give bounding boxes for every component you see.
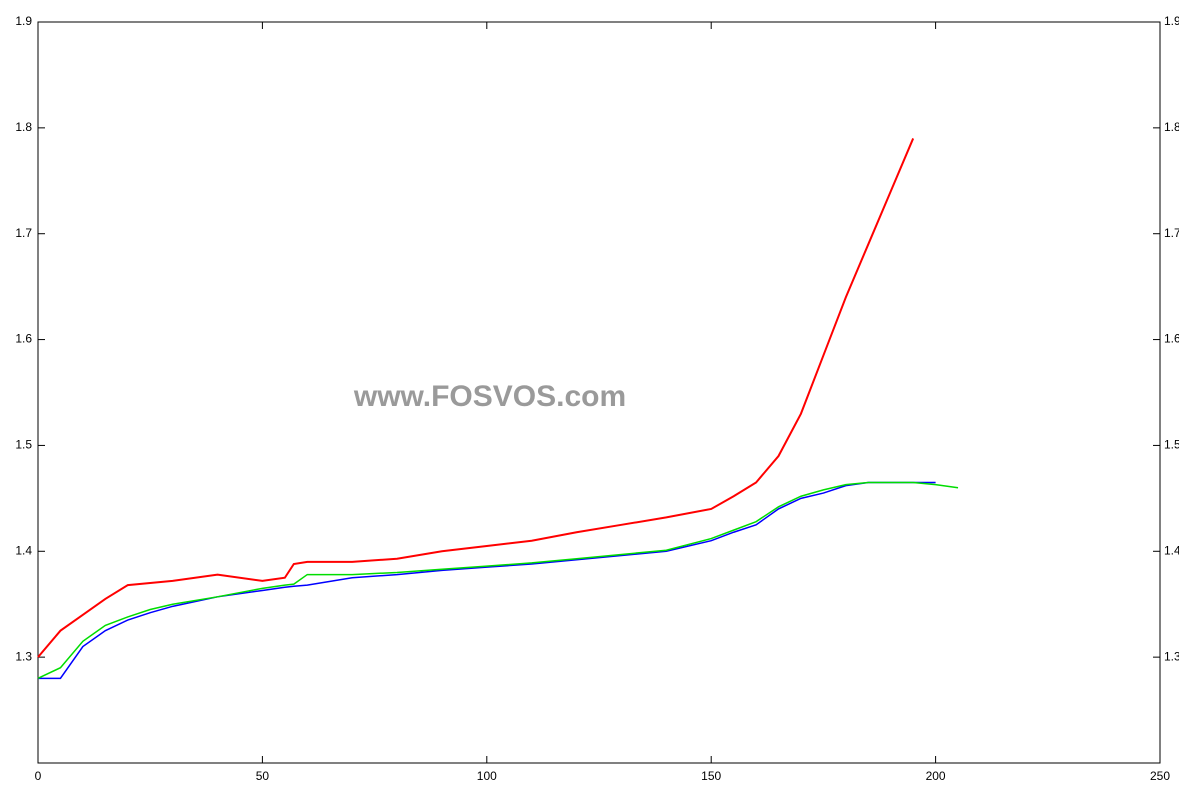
y-tick-label: 1.8 [1164,120,1179,134]
x-tick-label: 200 [926,769,946,783]
x-tick-label: 250 [1150,769,1170,783]
y-tick-label: 1.6 [15,332,32,346]
x-tick-label: 150 [701,769,721,783]
y-tick-label: 1.5 [1164,438,1179,452]
y-tick-label: 1.3 [15,649,32,663]
y-tick-label: 1.9 [15,14,32,28]
x-tick-label: 0 [35,769,42,783]
x-tick-label: 50 [256,769,270,783]
y-tick-label: 1.3 [1164,649,1179,663]
y-tick-label: 1.4 [15,543,32,557]
y-tick-label: 1.5 [15,438,32,452]
y-tick-label: 1.9 [1164,14,1179,28]
y-tick-label: 1.8 [15,120,32,134]
series-line [38,481,936,680]
y-tick-label: 1.7 [1164,226,1179,240]
axes-box [37,21,1161,764]
x-tick-label: 100 [477,769,497,783]
series-line [37,138,915,658]
y-tick-label: 1.6 [1164,332,1179,346]
series-line [37,481,959,679]
y-tick-label: 1.4 [1164,543,1179,557]
y-tick-label: 1.7 [15,226,32,240]
watermark: www.FOSVOS.com [353,380,626,413]
